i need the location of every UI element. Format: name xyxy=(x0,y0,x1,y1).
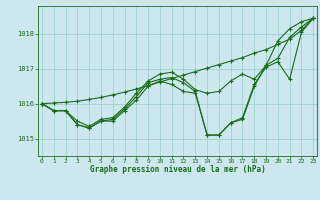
X-axis label: Graphe pression niveau de la mer (hPa): Graphe pression niveau de la mer (hPa) xyxy=(90,165,266,174)
